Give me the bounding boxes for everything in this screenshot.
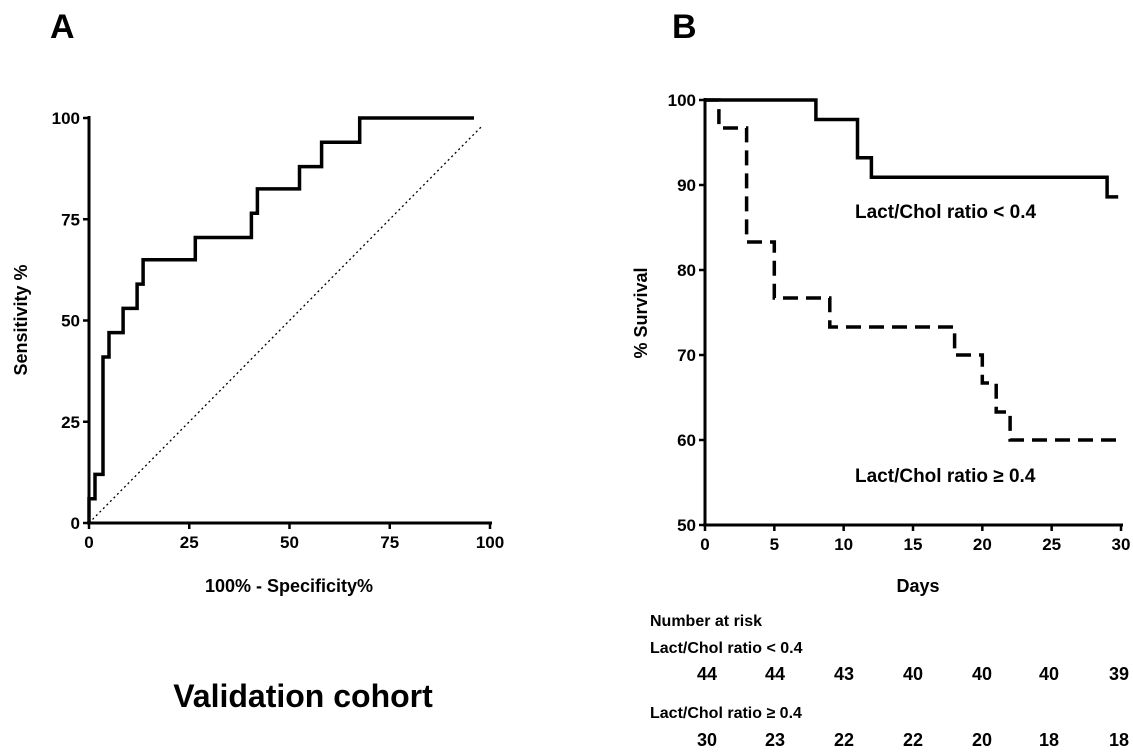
panel-a-y-tick-label: 75 (61, 210, 80, 229)
risk-value-group2: 20 (972, 730, 992, 750)
panel-b-x-tick-label: 30 (1112, 535, 1131, 554)
panel-a-ylabel: Sensitivity % (11, 264, 31, 375)
panel-b-y-tick-label: 50 (677, 516, 696, 535)
series-low-ratio-label: Lact/Chol ratio < 0.4 (855, 202, 1037, 223)
risk-value-group2: 22 (903, 730, 923, 750)
risk-value-group2: 30 (697, 730, 717, 750)
panel-a-xlabel: 100% - Specificity% (205, 576, 373, 596)
panel-b-y-tick-label: 90 (677, 176, 696, 195)
panel-b-letter: B (672, 8, 697, 46)
risk-value-group2: 18 (1109, 730, 1129, 750)
risk-value-group1: 40 (903, 664, 923, 684)
panel-b-x-tick-label: 5 (770, 535, 779, 554)
panel-a-caption: Validation cohort (173, 678, 433, 714)
panel-b-series-solid-line (705, 98, 1119, 199)
panel-a-letter: A (50, 8, 75, 46)
panel-a-y-tick-label: 100 (52, 109, 80, 128)
panel-b-y-tick-label: 60 (677, 431, 696, 450)
risk-value-group1: 44 (765, 664, 785, 684)
risk-value-group1: 43 (834, 664, 854, 684)
panel-a-x-tick-label: 0 (84, 533, 93, 552)
panel-a-series-solid-line (87, 116, 474, 523)
panel-a-x-tick-label: 75 (380, 533, 399, 552)
panel-b-series-dashed-line (705, 98, 1119, 442)
risk-value-group2: 18 (1039, 730, 1059, 750)
panel-b-y-tick-label: 100 (668, 91, 696, 110)
panel-a-y-tick-label: 50 (61, 312, 80, 331)
risk-value-group1: 40 (1039, 664, 1059, 684)
risk-value-group1: 40 (972, 664, 992, 684)
risk-value-group2: 23 (765, 730, 785, 750)
panel-b-y-tick-label: 70 (677, 346, 696, 365)
risk-table-title: Number at risk (650, 613, 762, 630)
risk-group-1-label: Lact/Chol ratio < 0.4 (650, 640, 803, 657)
panel-a-y-tick-label: 25 (61, 413, 80, 432)
panel-b-y-tick-label: 80 (677, 261, 696, 280)
panel-b-ylabel: % Survival (631, 267, 651, 358)
panel-b-x-tick-label: 10 (834, 535, 853, 554)
panel-a-y-tick-label: 0 (71, 514, 80, 533)
panel-a-plot: 0 25 50 75 100 0 25 50 75 100 (52, 109, 505, 552)
panel-a-series-dotted-line (88, 125, 483, 524)
panel-a-x-tick-label: 25 (180, 533, 199, 552)
panel-a-x-tick-label: 50 (280, 533, 299, 552)
panel-b-x-tick-label: 20 (973, 535, 992, 554)
panel-b-x-tick-label: 0 (700, 535, 709, 554)
series-high-ratio-label: Lact/Chol ratio ≥ 0.4 (855, 466, 1036, 487)
risk-group-2-label: Lact/Chol ratio ≥ 0.4 (650, 705, 802, 722)
risk-value-group1: 44 (697, 664, 717, 684)
risk-table-values: 44 44 43 40 40 40 39 30 23 22 22 20 18 18 (697, 664, 1129, 750)
risk-value-group1: 39 (1109, 664, 1129, 684)
panel-b-x-tick-label: 25 (1042, 535, 1061, 554)
panel-b-x-tick-label: 15 (904, 535, 923, 554)
panel-a-x-tick-label: 100 (476, 533, 504, 552)
risk-value-group2: 22 (834, 730, 854, 750)
panel-b-xlabel: Days (896, 576, 939, 596)
panel-b-plot: 50 60 70 80 90 100 0 5 10 15 20 25 30 (668, 91, 1131, 554)
